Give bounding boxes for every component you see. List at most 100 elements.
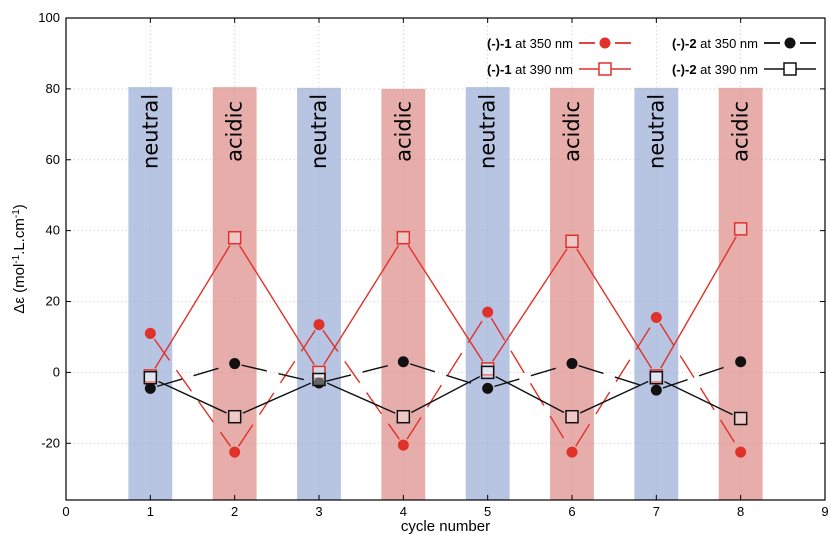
legend-label: (-)-2 at 350 nm bbox=[672, 36, 758, 51]
data-point bbox=[313, 319, 325, 331]
series-line-segment bbox=[153, 338, 232, 447]
x-tick-label: 9 bbox=[821, 504, 828, 519]
legend: (-)-1 at 350 nm (-)-1 at 390 nm (-)-2 at 3… bbox=[487, 36, 816, 77]
series bbox=[144, 306, 747, 458]
y-tick-label: 100 bbox=[38, 10, 60, 25]
data-point bbox=[565, 234, 579, 249]
y-tick-label: 60 bbox=[46, 152, 60, 167]
y-tick-label: 40 bbox=[46, 223, 60, 238]
data-point bbox=[565, 409, 579, 424]
legend-label: (-)-1 at 390 nm bbox=[487, 62, 573, 77]
band-acidic bbox=[381, 88, 426, 500]
data-point bbox=[397, 356, 409, 368]
legend-item: (-)-1 at 350 nm bbox=[487, 36, 631, 51]
series-line-segment bbox=[323, 244, 400, 366]
data-point bbox=[229, 446, 241, 458]
condition-bands: neutral acidic neutral acidic neutral acidic n… bbox=[128, 87, 763, 500]
data-point bbox=[482, 382, 494, 394]
series-line-segment bbox=[237, 330, 316, 447]
data-point bbox=[566, 358, 578, 370]
y-tick-label: 20 bbox=[46, 294, 60, 309]
x-tick-label: 1 bbox=[147, 504, 154, 519]
data-point bbox=[396, 230, 411, 245]
x-tick-label: 2 bbox=[231, 504, 238, 519]
x-tick-label: 7 bbox=[653, 504, 660, 519]
band-label: neutral bbox=[476, 94, 500, 169]
y-axis-title: Δε (mol-1.L.cm-1) bbox=[11, 204, 29, 314]
data-point bbox=[735, 446, 747, 458]
band-acidic bbox=[550, 87, 594, 500]
band-label: neutral bbox=[138, 94, 162, 169]
y-axis-title-end: ) bbox=[11, 204, 28, 209]
band-neutral bbox=[465, 87, 510, 500]
data-point bbox=[229, 358, 241, 370]
band-label: acidic bbox=[391, 101, 415, 162]
band-acidic bbox=[718, 87, 763, 500]
legend-item: (-)-1 at 390 nm bbox=[487, 62, 631, 77]
y-tick-label: 0 bbox=[53, 364, 60, 379]
series-line-segment bbox=[495, 375, 565, 414]
band-label: acidic bbox=[729, 101, 753, 162]
data-point bbox=[733, 222, 748, 236]
data-point bbox=[312, 372, 326, 387]
series-line-segment bbox=[659, 323, 738, 447]
data-point bbox=[480, 365, 495, 380]
x-tick-label: 0 bbox=[62, 504, 69, 519]
series-line-segment bbox=[664, 381, 733, 416]
band-neutral bbox=[297, 87, 341, 500]
series-line-segment bbox=[410, 375, 481, 414]
data-series bbox=[143, 222, 748, 458]
y-axis-title-sup1: -1 bbox=[11, 254, 22, 263]
x-tick-label: 3 bbox=[315, 504, 322, 519]
y-axis-title-main: Δε (mol bbox=[11, 264, 28, 314]
data-point bbox=[144, 327, 156, 339]
data-point bbox=[144, 382, 156, 394]
grid bbox=[66, 18, 825, 500]
data-point bbox=[735, 356, 747, 368]
series-line-segment bbox=[576, 248, 653, 369]
band-neutral bbox=[634, 87, 679, 500]
series-line-segment bbox=[241, 364, 313, 383]
series-line-segment bbox=[242, 382, 312, 414]
series-line-segment bbox=[158, 380, 227, 414]
band-neutral bbox=[128, 87, 173, 500]
series-line-segment bbox=[662, 363, 735, 389]
y-tick-label: -20 bbox=[41, 435, 60, 450]
series bbox=[144, 356, 747, 396]
x-tick-label: 6 bbox=[568, 504, 575, 519]
legend-label: (-)-1 at 350 nm bbox=[487, 36, 573, 51]
axis-ticks: 0 1 2 3 4 5 6 7 8 9 -20 0 20 40 60 80 100 bbox=[38, 10, 828, 519]
y-tick-label: 80 bbox=[46, 81, 60, 96]
legend-marker bbox=[784, 37, 796, 49]
legend-marker bbox=[598, 62, 612, 76]
data-point bbox=[650, 311, 662, 323]
series-line-segment bbox=[578, 364, 650, 389]
series-line-segment bbox=[492, 248, 568, 362]
band-label: acidic bbox=[560, 101, 584, 162]
series-line-segment bbox=[156, 364, 229, 388]
data-point bbox=[396, 409, 411, 424]
legend-item: (-)-2 at 350 nm bbox=[672, 36, 816, 51]
series-line-segment bbox=[325, 362, 397, 383]
legend-item: (-)-2 at 390 nm bbox=[672, 62, 816, 77]
band-label: neutral bbox=[644, 94, 668, 169]
legend-marker bbox=[783, 62, 797, 76]
series-line-segment bbox=[490, 317, 569, 447]
legend-label: (-)-2 at 390 nm bbox=[672, 62, 758, 77]
x-axis-title: cycle number bbox=[401, 518, 490, 535]
series-line-segment bbox=[238, 244, 315, 366]
series-line-segment bbox=[406, 317, 485, 440]
data-point bbox=[482, 306, 494, 318]
series-line-segment bbox=[154, 245, 231, 369]
series-line-segment bbox=[579, 380, 649, 414]
data-point bbox=[397, 439, 409, 451]
data-point bbox=[566, 446, 578, 458]
x-tick-label: 4 bbox=[400, 504, 407, 519]
y-axis-title-mid: .L.cm bbox=[11, 218, 28, 255]
data-point bbox=[649, 370, 664, 385]
y-axis-title-sup2: -1 bbox=[11, 209, 22, 218]
band-label: acidic bbox=[223, 101, 247, 162]
series-line-segment bbox=[407, 244, 484, 362]
series-line-segment bbox=[322, 329, 400, 440]
